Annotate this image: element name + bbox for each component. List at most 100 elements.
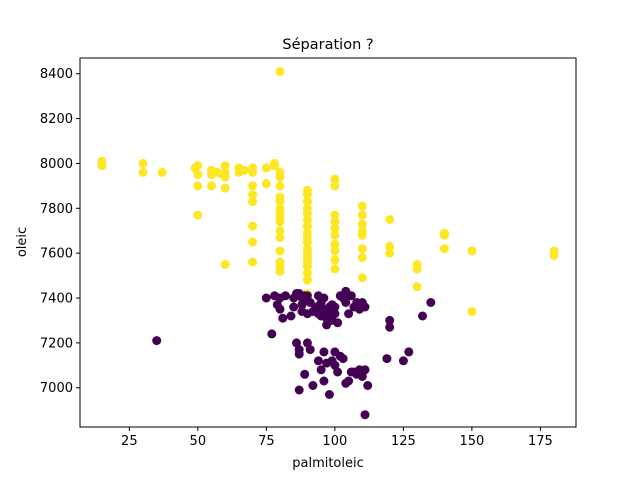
yellow-point [302, 197, 312, 207]
yellow-point [248, 190, 258, 200]
yellow-point [330, 230, 340, 240]
purple-point [360, 410, 370, 420]
yellow-point [302, 215, 312, 224]
purple-point [275, 304, 285, 314]
x-tick-label: 50 [190, 434, 207, 449]
y-tick-label: 7400 [40, 292, 73, 307]
purple-point [300, 369, 310, 379]
purple-point [404, 347, 414, 357]
purple-point [294, 385, 304, 395]
yellow-point [275, 246, 285, 256]
yellow-point [357, 253, 367, 263]
purple-point [385, 322, 395, 332]
yellow-point [97, 161, 107, 171]
yellow-point [330, 210, 340, 220]
yellow-point [193, 181, 203, 191]
yellow-point [357, 201, 367, 211]
y-tick-label: 8200 [40, 112, 73, 127]
purple-point [152, 336, 162, 346]
purple-point [338, 354, 348, 364]
purple-point [360, 365, 370, 375]
yellow-point [248, 221, 258, 231]
yellow-point [412, 282, 422, 292]
purple-point [344, 309, 354, 319]
yellow-point [330, 239, 340, 249]
purple-point [267, 329, 277, 339]
yellow-point [275, 217, 285, 227]
yellow-point [357, 244, 367, 254]
yellow-point [330, 217, 340, 227]
chart-title: Séparation ? [282, 37, 373, 53]
yellow-point [275, 67, 285, 76]
yellow-point [275, 172, 285, 182]
yellow-point [330, 174, 340, 184]
yellow-point [302, 268, 312, 278]
purple-point [385, 315, 395, 325]
yellow-point [248, 181, 258, 191]
purple-point [294, 349, 304, 359]
yellow-point [357, 219, 367, 229]
purple-point [319, 376, 329, 386]
yellow-point [275, 266, 285, 276]
yellow-point [275, 197, 285, 207]
yellow-point [302, 262, 312, 272]
purple-point [281, 291, 290, 301]
purple-point [360, 302, 370, 312]
yellow-point [275, 226, 285, 236]
yellow-point [207, 181, 216, 191]
x-tick-label: 150 [459, 434, 484, 449]
purple-point [363, 381, 373, 390]
y-tick-label: 7800 [40, 202, 73, 217]
yellow-point [239, 165, 249, 175]
purple-point [316, 365, 326, 375]
x-tick-label: 125 [391, 434, 416, 449]
purple-point [319, 293, 329, 303]
y-axis-label: oleic [15, 227, 30, 257]
purple-point [418, 311, 427, 321]
yellow-point [385, 215, 395, 224]
yellow-point [385, 241, 395, 251]
yellow-point [220, 183, 230, 193]
purple-point [398, 356, 408, 366]
yellow-point [270, 161, 280, 171]
yellow-point [467, 307, 477, 316]
yellow-point [261, 179, 271, 189]
x-axis-ticks: 25 50 75 100 125 150 175 [121, 427, 553, 449]
yellow-point [248, 197, 258, 207]
yellow-point [440, 244, 449, 254]
yellow-point [302, 221, 312, 231]
yellow-point [193, 170, 203, 180]
yellow-point [138, 158, 148, 168]
yellow-point [330, 246, 340, 256]
purple-point [286, 311, 296, 321]
yellow-point [248, 237, 258, 247]
x-tick-label: 25 [121, 434, 138, 449]
yellow-point [138, 167, 148, 177]
purple-point [426, 298, 436, 307]
yellow-point [275, 181, 285, 191]
y-axis-ticks: 7000 7200 7400 7600 7800 8000 8200 8400 [40, 67, 80, 396]
points-layer [97, 67, 559, 420]
yellow-point [357, 273, 367, 283]
yellow-point [275, 233, 285, 242]
x-tick-label: 100 [322, 434, 347, 449]
x-tick-label: 75 [258, 434, 275, 449]
purple-point [305, 345, 315, 355]
yellow-point [193, 210, 203, 220]
yellow-point [357, 230, 367, 240]
yellow-point [193, 161, 203, 171]
purple-point [278, 313, 288, 323]
yellow-point [330, 224, 340, 233]
purple-point [324, 390, 334, 399]
y-tick-label: 7000 [40, 381, 73, 396]
yellow-point [549, 250, 559, 260]
yellow-point [220, 161, 230, 171]
yellow-point [302, 237, 312, 247]
yellow-point [248, 167, 258, 177]
purple-point [308, 381, 318, 390]
purple-point [289, 302, 299, 312]
x-tick-label: 175 [528, 434, 553, 449]
yellow-point [302, 208, 312, 218]
yellow-point [261, 163, 271, 173]
